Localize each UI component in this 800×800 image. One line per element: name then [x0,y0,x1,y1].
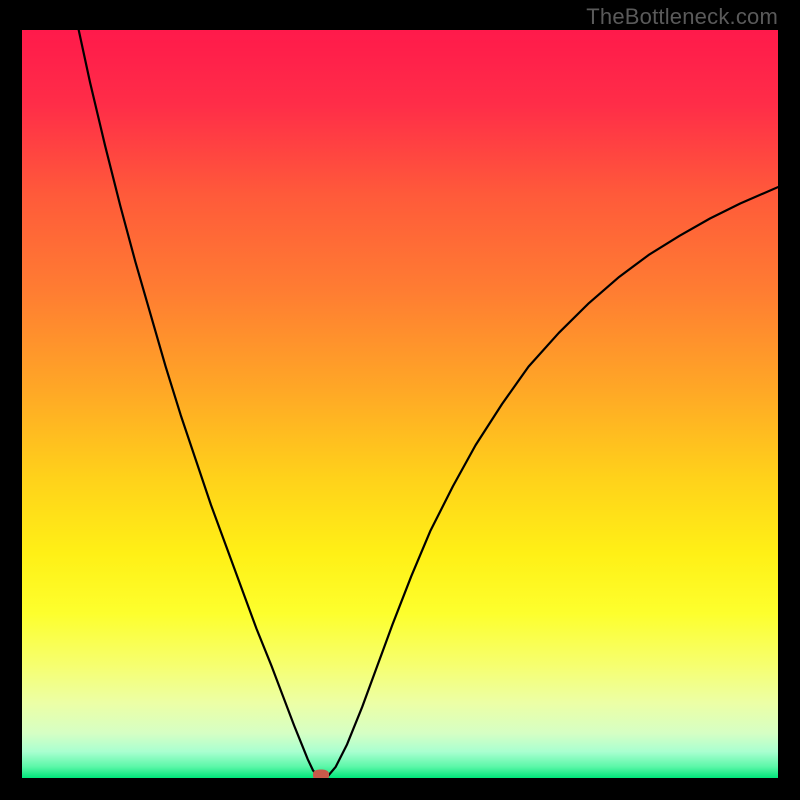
plot-frame [0,0,800,800]
plot-area [22,30,778,778]
watermark-text: TheBottleneck.com [586,4,778,30]
optimum-marker [313,770,329,779]
chart-background-gradient [22,30,778,778]
